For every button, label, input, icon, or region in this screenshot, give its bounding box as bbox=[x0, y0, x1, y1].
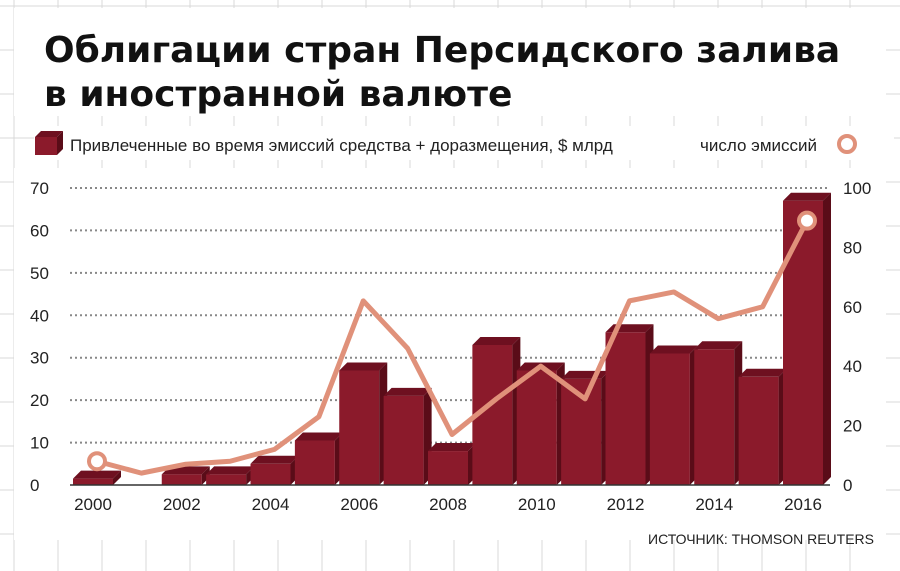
bar-2012 bbox=[605, 324, 654, 485]
left-tick-label: 70 bbox=[30, 179, 49, 198]
legend-bars-label: Привлеченные во время эмиссий средства +… bbox=[70, 136, 613, 155]
value-gridlines bbox=[70, 187, 830, 444]
chart-title-line-1: Облигации стран Персидского залива bbox=[44, 30, 840, 71]
x-axis-ticks: 2000 2002 2004 2006 2008 2010 2012 2014 2016 bbox=[74, 495, 822, 514]
left-tick-label: 50 bbox=[30, 264, 49, 283]
x-tick-label: 2014 bbox=[695, 495, 733, 514]
bar-2008 bbox=[428, 443, 476, 485]
left-tick-label: 20 bbox=[30, 391, 49, 410]
line-series bbox=[87, 210, 817, 476]
right-axis-ticks: 0 20 40 60 80 100 bbox=[843, 179, 871, 495]
right-tick-label: 0 bbox=[843, 476, 852, 495]
line-endpoint-2000 bbox=[87, 451, 107, 472]
legend-backdrop bbox=[34, 126, 894, 160]
left-tick-label: 40 bbox=[30, 306, 49, 325]
legend-bar-swatch bbox=[35, 131, 63, 155]
line-endpoint-2016 bbox=[797, 210, 817, 231]
bar-series bbox=[73, 192, 831, 485]
x-tick-label: 2002 bbox=[163, 495, 201, 514]
bar-2004 bbox=[250, 455, 299, 485]
left-tick-label: 10 bbox=[30, 434, 49, 453]
x-tick-label: 2016 bbox=[784, 495, 822, 514]
left-tick-label: 60 bbox=[30, 221, 49, 240]
chart-title-line-2: в иностранной валюте bbox=[44, 74, 512, 115]
x-tick-label: 2006 bbox=[340, 495, 378, 514]
legend-line-marker bbox=[837, 134, 857, 154]
left-axis-ticks: 0 10 20 30 40 50 60 70 bbox=[30, 179, 49, 495]
bar-2016 bbox=[783, 192, 831, 485]
right-tick-label: 80 bbox=[843, 238, 862, 257]
x-tick-label: 2010 bbox=[518, 495, 556, 514]
title-backdrop bbox=[14, 8, 886, 116]
right-tick-label: 100 bbox=[843, 179, 871, 198]
bar-2015 bbox=[738, 368, 787, 485]
left-tick-label: 30 bbox=[30, 349, 49, 368]
x-tick-label: 2000 bbox=[74, 495, 112, 514]
issues-line bbox=[94, 218, 810, 476]
right-tick-label: 60 bbox=[843, 298, 862, 317]
bar-2006 bbox=[339, 362, 388, 485]
bar-2003 bbox=[206, 466, 255, 485]
right-tick-label: 40 bbox=[843, 357, 862, 376]
legend: Привлеченные во время эмиссий средства +… bbox=[34, 126, 894, 160]
source-note: ИСТОЧНИК: THOMSON REUTERS bbox=[648, 531, 874, 547]
right-tick-label: 20 bbox=[843, 417, 862, 436]
bar-2014 bbox=[694, 341, 743, 485]
x-tick-label: 2012 bbox=[607, 495, 645, 514]
legend-line-label: число эмиссий bbox=[700, 136, 817, 155]
bar-2013 bbox=[649, 345, 698, 485]
x-tick-label: 2004 bbox=[252, 495, 290, 514]
left-tick-label: 0 bbox=[30, 476, 39, 495]
x-tick-label: 2008 bbox=[429, 495, 467, 514]
bar-2007 bbox=[383, 387, 432, 485]
bar-2000 bbox=[73, 470, 121, 485]
bar-2005 bbox=[294, 432, 343, 485]
